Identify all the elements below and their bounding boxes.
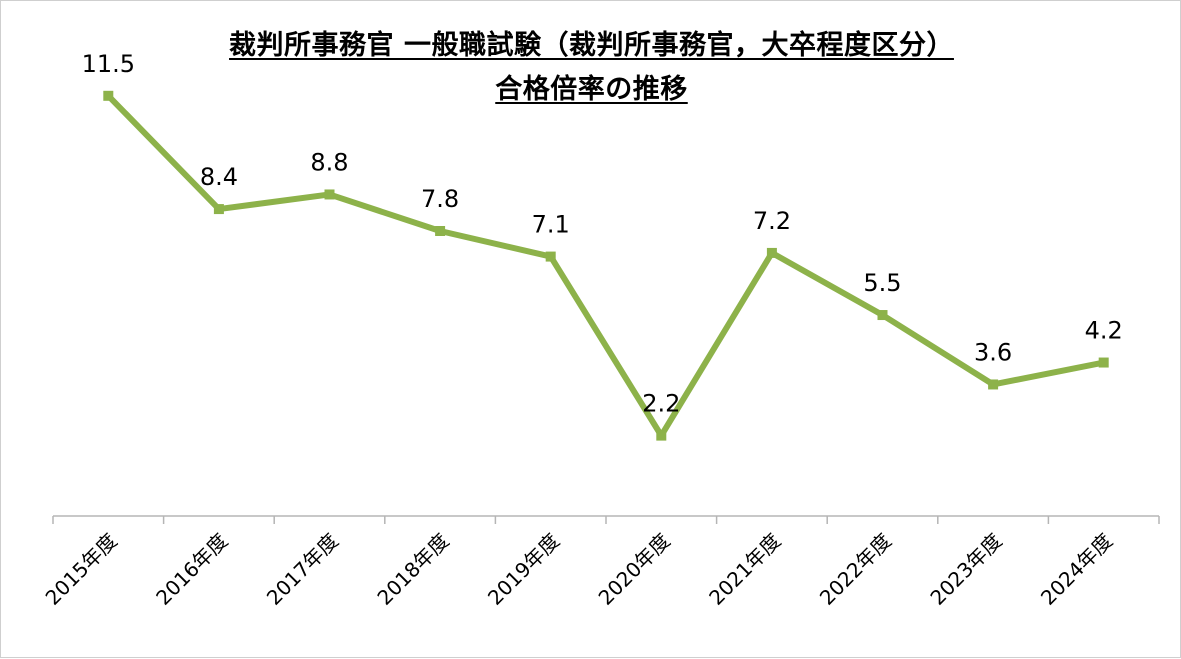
data-label: 5.5 — [863, 269, 901, 297]
data-point-marker — [435, 226, 446, 236]
data-label: 2.2 — [642, 390, 680, 418]
data-label: 8.8 — [310, 148, 348, 176]
series-line — [105, 92, 1107, 439]
data-label: 11.5 — [82, 50, 135, 78]
x-tick-label: 2018年度 — [372, 529, 453, 610]
x-tick-label: 2017年度 — [262, 529, 343, 610]
data-label: 8.4 — [200, 163, 238, 191]
data-point-marker — [545, 251, 556, 262]
data-point-marker — [103, 90, 114, 101]
data-point-marker — [324, 189, 335, 200]
data-point-marker — [213, 204, 224, 215]
data-point-marker — [877, 310, 888, 321]
data-point-marker — [766, 247, 777, 258]
x-tick-label: 2020年度 — [594, 529, 675, 610]
data-point-marker — [1098, 357, 1109, 368]
data-label: 4.2 — [1085, 317, 1123, 345]
x-tick-label: 2021年度 — [704, 529, 785, 610]
data-point-marker — [656, 430, 667, 441]
x-tick-label: 2024年度 — [1036, 529, 1117, 610]
chart-subtitle: 合格倍率の推移 — [495, 74, 688, 105]
x-tick-label: 2023年度 — [925, 529, 1006, 610]
data-label: 7.8 — [421, 185, 459, 213]
data-point-marker — [988, 379, 999, 390]
data-label: 3.6 — [974, 338, 1012, 366]
x-tick-label: 2022年度 — [815, 529, 896, 610]
data-label: 7.2 — [753, 207, 791, 235]
chart-title: 裁判所事務官 一般職試験（裁判所事務官，大卒程度区分） — [229, 30, 954, 61]
data-label: 7.1 — [532, 211, 570, 239]
x-tick-label: 2016年度 — [151, 529, 232, 610]
x-tick-label: 2015年度 — [41, 529, 122, 610]
x-tick-label: 2019年度 — [483, 529, 564, 610]
